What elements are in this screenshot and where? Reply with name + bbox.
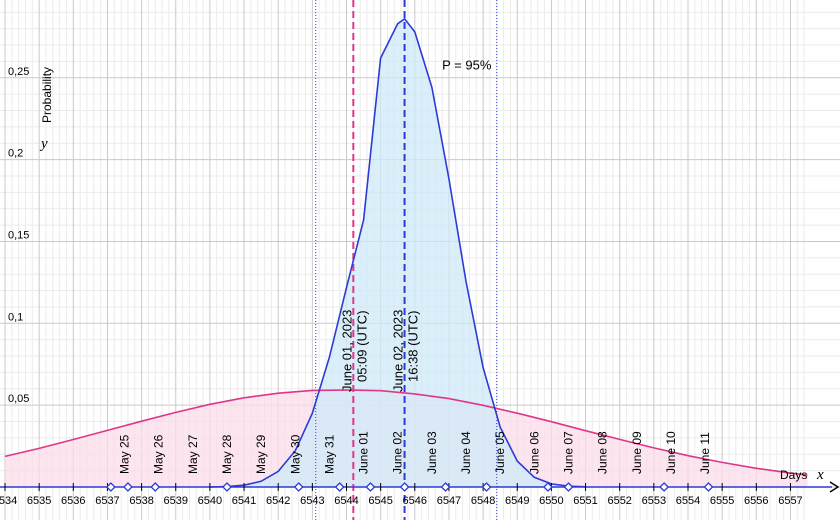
chart-labels: 6534 6535 6536 6537 6538 6539 6540 6541 6542 6543… — [0, 58, 824, 507]
axis-marker — [399, 482, 410, 492]
probability-annotation: P = 95% — [442, 58, 492, 73]
x-tick-label: 6547 — [437, 495, 461, 507]
date-label: May 25 — [118, 434, 132, 474]
date-label: June 05 — [493, 431, 507, 474]
y-tick-label: 0,05 — [8, 393, 29, 405]
axis-marker — [150, 482, 161, 492]
axis-marker — [123, 482, 133, 492]
x-tick-label: 6552 — [607, 495, 631, 507]
series-areas — [5, 18, 808, 488]
vline-date-label: June 01, 2023 — [339, 310, 354, 392]
x-tick-label: 6545 — [368, 495, 392, 507]
x-tick-label: 6556 — [744, 495, 768, 507]
date-label: June 03 — [425, 431, 439, 474]
vline-time-label: 16:38 (UTC) — [406, 310, 421, 382]
x-axis-arrow — [829, 481, 840, 493]
y-tick-label: 0,2 — [8, 148, 23, 160]
x-tick-label: 6555 — [710, 495, 734, 507]
date-label: June 09 — [630, 431, 644, 474]
series-area-1 — [209, 18, 586, 488]
vline-date-label: June 02, 2023 — [391, 310, 406, 392]
x-tick-label: 6544 — [334, 495, 358, 507]
x-tick-label: 6541 — [232, 495, 256, 507]
series-curves — [4, 17, 808, 488]
x-tick-label: 6550 — [539, 495, 563, 507]
date-label: June 10 — [664, 431, 678, 474]
vline-time-label: 05:09 (UTC) — [354, 310, 369, 382]
x-tick-label: 6548 — [471, 495, 495, 507]
x-tick-label: 6536 — [61, 495, 85, 507]
x-tick-label: 6540 — [198, 495, 222, 507]
date-label: June 01 — [357, 431, 371, 474]
axis-marker — [659, 482, 670, 492]
date-label: June 02 — [391, 431, 405, 474]
date-label: June 04 — [459, 431, 473, 474]
x-tick-label: 6542 — [266, 495, 290, 507]
axis-marker — [334, 482, 345, 492]
x-tick-label: 6557 — [778, 495, 802, 507]
date-label: June 08 — [596, 431, 610, 474]
date-label: May 31 — [322, 434, 336, 474]
x-tick-label: 6551 — [573, 495, 597, 507]
axis-marker — [365, 482, 376, 492]
date-label: June 06 — [527, 431, 541, 474]
y-tick-label: 0,1 — [8, 311, 23, 323]
x-tick-label: 6538 — [129, 495, 153, 507]
axis-marker — [543, 482, 553, 492]
x-tick-label: 6537 — [95, 495, 119, 507]
x-tick-label: 6535 — [27, 495, 51, 507]
date-label: May 29 — [254, 434, 268, 474]
axis-marker — [293, 482, 304, 492]
axis-marker — [105, 482, 116, 492]
x-axis-variable: x — [816, 467, 824, 483]
x-tick-label: 6543 — [300, 495, 324, 507]
date-label: May 26 — [152, 434, 166, 474]
series-curve-1 — [209, 17, 586, 488]
axis-marker — [563, 482, 574, 492]
date-label: May 28 — [220, 434, 234, 474]
x-tick-label: 6554 — [676, 495, 700, 507]
date-label: June 11 — [698, 432, 712, 474]
y-axis-label: Probability — [40, 67, 54, 123]
axis-marker — [440, 482, 451, 492]
date-label: May 27 — [186, 434, 200, 474]
axis-marker — [222, 482, 232, 492]
y-tick-label: 0,15 — [8, 229, 29, 241]
x-tick-label: 6534 — [0, 495, 17, 507]
y-axis-variable: y — [39, 136, 48, 152]
series-curve-0 — [4, 389, 808, 476]
y-tick-label: 0,25 — [8, 66, 29, 78]
date-label: June 07 — [561, 431, 575, 474]
axis-marker — [481, 482, 492, 492]
axis-marker — [703, 482, 714, 492]
x-tick-label: 6546 — [403, 495, 427, 507]
axis-markers — [105, 482, 714, 492]
date-label: May 30 — [288, 434, 302, 474]
x-tick-label: 6539 — [164, 495, 188, 507]
x-tick-label: 6549 — [505, 495, 529, 507]
x-axis-label: Days — [780, 468, 807, 482]
x-tick-label: 6553 — [642, 495, 666, 507]
